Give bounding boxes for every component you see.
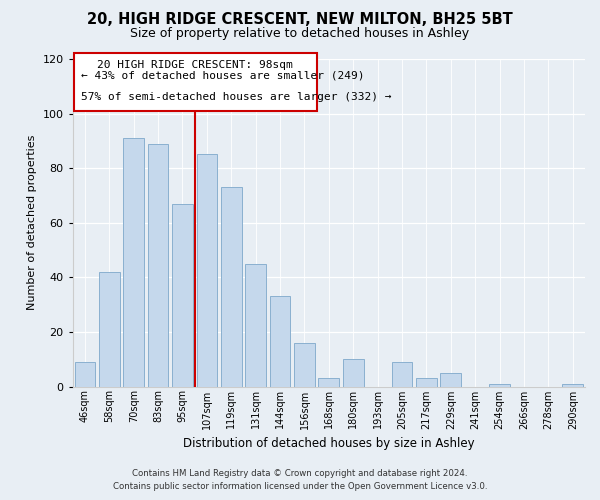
- Text: 20, HIGH RIDGE CRESCENT, NEW MILTON, BH25 5BT: 20, HIGH RIDGE CRESCENT, NEW MILTON, BH2…: [87, 12, 513, 28]
- Bar: [562, 384, 583, 386]
- Bar: [319, 378, 339, 386]
- Bar: [148, 144, 169, 386]
- Text: 57% of semi-detached houses are larger (332) →: 57% of semi-detached houses are larger (…: [81, 92, 392, 102]
- Bar: [172, 204, 193, 386]
- Bar: [294, 343, 315, 386]
- Bar: [343, 359, 364, 386]
- Bar: [74, 362, 95, 386]
- FancyBboxPatch shape: [74, 54, 317, 111]
- Bar: [245, 264, 266, 386]
- Bar: [124, 138, 144, 386]
- Text: Contains HM Land Registry data © Crown copyright and database right 2024.
Contai: Contains HM Land Registry data © Crown c…: [113, 470, 487, 491]
- Bar: [269, 296, 290, 386]
- Bar: [440, 373, 461, 386]
- X-axis label: Distribution of detached houses by size in Ashley: Distribution of detached houses by size …: [183, 437, 475, 450]
- Bar: [489, 384, 510, 386]
- Bar: [197, 154, 217, 386]
- Text: Size of property relative to detached houses in Ashley: Size of property relative to detached ho…: [130, 28, 470, 40]
- Text: ← 43% of detached houses are smaller (249): ← 43% of detached houses are smaller (24…: [81, 70, 365, 81]
- Bar: [221, 187, 242, 386]
- Text: 20 HIGH RIDGE CRESCENT: 98sqm: 20 HIGH RIDGE CRESCENT: 98sqm: [97, 60, 293, 70]
- Bar: [392, 362, 412, 386]
- Y-axis label: Number of detached properties: Number of detached properties: [27, 135, 37, 310]
- Bar: [99, 272, 119, 386]
- Bar: [416, 378, 437, 386]
